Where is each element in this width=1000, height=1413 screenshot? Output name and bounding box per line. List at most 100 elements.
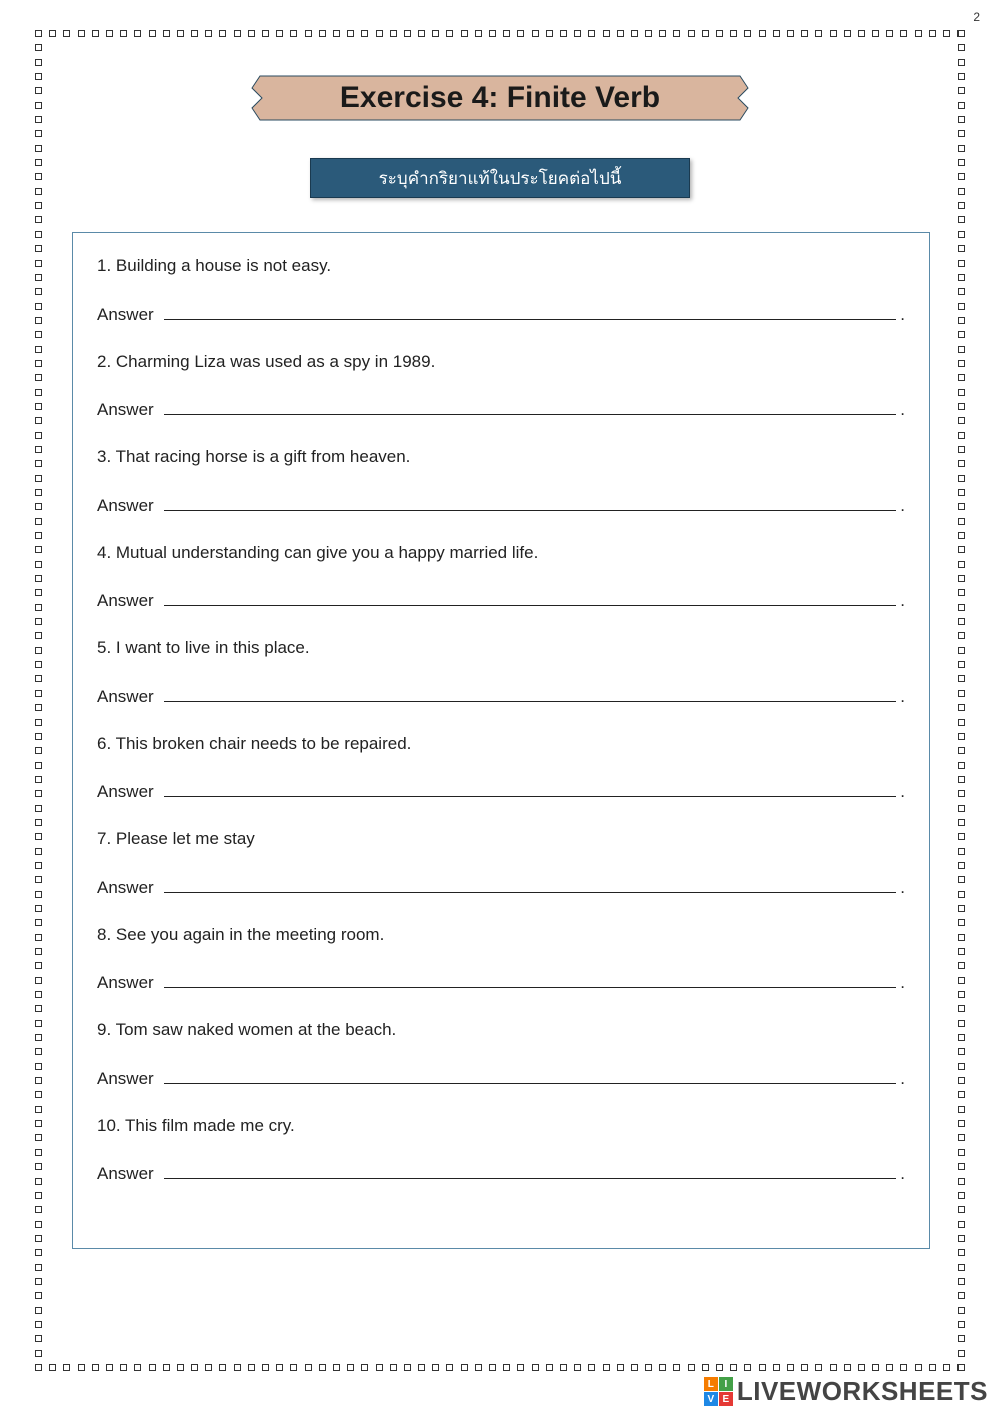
- border-square: [35, 489, 42, 496]
- border-square: [35, 1134, 42, 1141]
- border-square: [35, 1149, 42, 1156]
- border-square: [35, 1192, 42, 1199]
- border-square: [446, 30, 453, 37]
- border-square: [958, 891, 965, 898]
- border-square: [929, 30, 936, 37]
- border-square: [915, 30, 922, 37]
- border-square: [958, 1149, 965, 1156]
- answer-period: .: [900, 591, 905, 611]
- question-text: 5. I want to live in this place.: [97, 635, 905, 661]
- answer-period: .: [900, 973, 905, 993]
- border-square: [958, 1163, 965, 1170]
- border-square: [546, 1364, 553, 1371]
- border-square: [858, 1364, 865, 1371]
- border-square: [958, 862, 965, 869]
- border-square: [35, 1120, 42, 1127]
- border-square: [958, 1091, 965, 1098]
- border-square: [688, 30, 695, 37]
- border-square: [49, 1364, 56, 1371]
- answer-period: .: [900, 782, 905, 802]
- border-square: [35, 532, 42, 539]
- border-square: [35, 417, 42, 424]
- border-square: [872, 30, 879, 37]
- question-text: 8. See you again in the meeting room.: [97, 922, 905, 948]
- border-square: [35, 604, 42, 611]
- border-square: [475, 1364, 482, 1371]
- border-square: [35, 460, 42, 467]
- border-square: [958, 231, 965, 238]
- border-square: [958, 188, 965, 195]
- border-square: [958, 704, 965, 711]
- border-square: [730, 30, 737, 37]
- border-square: [759, 1364, 766, 1371]
- border-square: [35, 819, 42, 826]
- border-square: [900, 30, 907, 37]
- answer-input[interactable]: [164, 494, 897, 511]
- border-square: [958, 876, 965, 883]
- border-square: [120, 1364, 127, 1371]
- content-box: 1. Building a house is not easy.Answer.2…: [72, 232, 930, 1249]
- border-square: [773, 1364, 780, 1371]
- border-square: [958, 130, 965, 137]
- question-block: 5. I want to live in this place.Answer.: [97, 635, 905, 707]
- border-square: [560, 1364, 567, 1371]
- border-square: [958, 260, 965, 267]
- border-square: [35, 805, 42, 812]
- border-square: [872, 1364, 879, 1371]
- border-square: [35, 1091, 42, 1098]
- border-square: [958, 1063, 965, 1070]
- answer-input[interactable]: [164, 780, 897, 797]
- border-square: [290, 30, 297, 37]
- answer-period: .: [900, 878, 905, 898]
- border-square: [35, 862, 42, 869]
- border-square: [290, 1364, 297, 1371]
- question-block: 2. Charming Liza was used as a spy in 19…: [97, 349, 905, 421]
- border-square: [35, 618, 42, 625]
- border-square: [35, 87, 42, 94]
- border-square: [517, 1364, 524, 1371]
- question-block: 4. Mutual understanding can give you a h…: [97, 540, 905, 612]
- answer-period: .: [900, 687, 905, 707]
- border-square: [787, 1364, 794, 1371]
- border-square: [35, 647, 42, 654]
- answer-label: Answer: [97, 591, 154, 611]
- border-left: [35, 30, 42, 1371]
- border-square: [35, 216, 42, 223]
- answer-input[interactable]: [164, 1067, 897, 1084]
- answer-input[interactable]: [164, 1162, 897, 1179]
- page-number: 2: [973, 10, 980, 24]
- answer-period: .: [900, 400, 905, 420]
- border-square: [35, 73, 42, 80]
- answer-input[interactable]: [164, 971, 897, 988]
- answer-input[interactable]: [164, 876, 897, 893]
- border-square: [35, 1206, 42, 1213]
- border-square: [958, 173, 965, 180]
- border-square: [730, 1364, 737, 1371]
- border-square: [958, 1048, 965, 1055]
- border-square: [35, 145, 42, 152]
- border-square: [35, 891, 42, 898]
- border-square: [35, 776, 42, 783]
- border-square: [830, 1364, 837, 1371]
- watermark-logo-icon: LIVE: [704, 1377, 733, 1406]
- border-square: [958, 905, 965, 912]
- border-square: [248, 1364, 255, 1371]
- border-square: [915, 1364, 922, 1371]
- border-square: [305, 1364, 312, 1371]
- answer-period: .: [900, 496, 905, 516]
- border-square: [461, 30, 468, 37]
- border-square: [958, 202, 965, 209]
- answer-input[interactable]: [164, 398, 897, 415]
- answer-input[interactable]: [164, 303, 897, 320]
- border-square: [574, 30, 581, 37]
- border-square: [35, 116, 42, 123]
- border-square: [35, 1292, 42, 1299]
- border-square: [958, 417, 965, 424]
- border-square: [205, 30, 212, 37]
- question-block: 8. See you again in the meeting room.Ans…: [97, 922, 905, 994]
- answer-input[interactable]: [164, 685, 897, 702]
- answer-input[interactable]: [164, 589, 897, 606]
- question-text: 9. Tom saw naked women at the beach.: [97, 1017, 905, 1043]
- border-square: [958, 1264, 965, 1271]
- border-square: [958, 317, 965, 324]
